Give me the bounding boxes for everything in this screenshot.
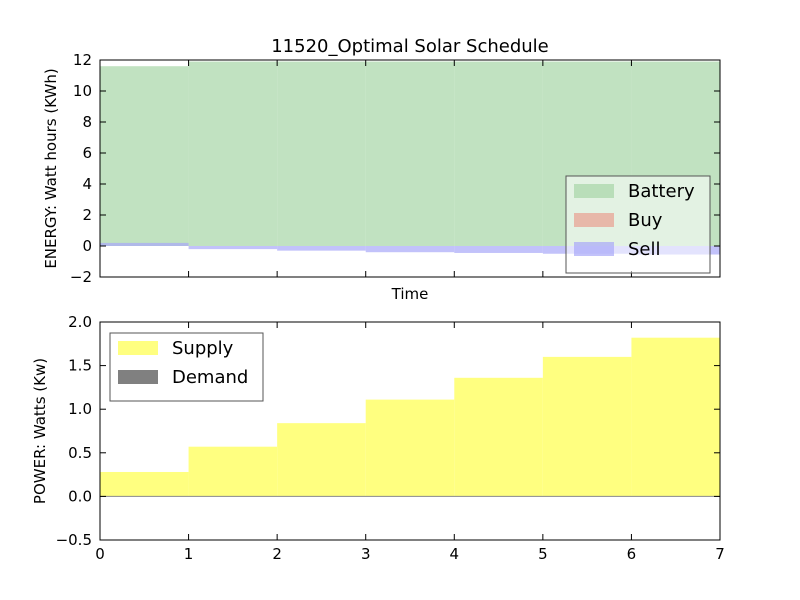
- y-tick-label: 0.0: [68, 487, 92, 505]
- y-tick-label: 1.5: [68, 357, 92, 375]
- y-axis: −0.5 0.0 0.5 1.0 1.5 2.0: [56, 313, 720, 549]
- chart-1: 11520_Optimal Solar Schedule −2 0 2 4 6 8 10 12 T…: [42, 36, 721, 303]
- area-segment-sell: [277, 246, 366, 251]
- x-tick-label: 0: [95, 545, 105, 563]
- y-tick-label: 2.0: [68, 313, 92, 331]
- x-tick-label: 1: [184, 545, 194, 563]
- x-tick-label: 2: [272, 545, 282, 563]
- area-segment-supply: [188, 446, 278, 497]
- y-axis-label: POWER: Watts (Kw): [31, 358, 49, 504]
- area-segment-sell: [454, 246, 543, 253]
- series-supply: [100, 337, 720, 497]
- y-tick-label: −2: [70, 268, 92, 286]
- area-segment-supply: [277, 423, 366, 497]
- y-tick-label: 0.5: [68, 444, 92, 462]
- area-segment-battery: [454, 61, 543, 246]
- legend-label: Demand: [172, 367, 248, 388]
- y-tick-label: 1.0: [68, 400, 92, 418]
- area-segment-sell: [188, 246, 278, 250]
- area-segment-supply: [100, 471, 189, 497]
- axes-frame: [99, 59, 721, 278]
- legend-swatch-battery: [574, 184, 614, 198]
- y-axis-label: ENERGY: Watt hours (KWh): [42, 68, 60, 268]
- y-tick-label: 4: [82, 175, 92, 193]
- x-axis: 0 1 2 3 4 5 6 7: [95, 322, 725, 563]
- legend-swatch-demand: [118, 370, 158, 384]
- y-tick-label: 12: [73, 51, 92, 69]
- area-segment-supply: [542, 356, 632, 497]
- area-segment-supply: [454, 377, 543, 497]
- y-tick-label: 0: [82, 237, 92, 255]
- x-axis-label: Time: [391, 285, 429, 303]
- area-segment-battery: [277, 61, 366, 246]
- x-tick-label: 7: [715, 545, 725, 563]
- legend-label: Supply: [172, 338, 234, 359]
- area-segment-supply: [365, 399, 455, 497]
- area-segment-sell: [365, 246, 455, 253]
- axes-frame: [99, 321, 721, 541]
- legend: Battery Buy Sell: [565, 175, 711, 274]
- y-tick-label: 2: [82, 206, 92, 224]
- area-segment-supply: [631, 337, 720, 497]
- area-segment-battery: [100, 66, 189, 246]
- legend-swatch-buy: [574, 213, 614, 227]
- x-tick-label: 3: [361, 545, 371, 563]
- y-tick-label: −0.5: [56, 531, 92, 549]
- legend-label: Battery: [628, 181, 695, 202]
- legend: Supply Demand: [109, 332, 264, 402]
- y-tick-label: 10: [73, 82, 92, 100]
- x-tick-label: 4: [450, 545, 460, 563]
- chart-title: 11520_Optimal Solar Schedule: [271, 36, 549, 57]
- legend-label: Buy: [628, 210, 663, 231]
- legend-label: Sell: [628, 239, 661, 260]
- legend-swatch-sell: [574, 242, 614, 256]
- area-segment-sell: [100, 242, 189, 246]
- chart-2: −0.5 0.0 0.5 1.0 1.5 2.0 0 1 2 3 4 5 6 7 POWER: Watts …: [31, 313, 725, 563]
- area-segment-battery: [188, 61, 278, 246]
- x-tick-label: 5: [538, 545, 548, 563]
- legend-swatch-supply: [118, 341, 158, 355]
- area-segment-battery: [365, 61, 455, 246]
- y-tick-label: 6: [82, 144, 92, 162]
- x-tick-label: 6: [627, 545, 637, 563]
- y-tick-label: 8: [82, 113, 92, 131]
- series-battery: [100, 61, 720, 246]
- y-axis: −2 0 2 4 6 8 10 12: [70, 51, 720, 286]
